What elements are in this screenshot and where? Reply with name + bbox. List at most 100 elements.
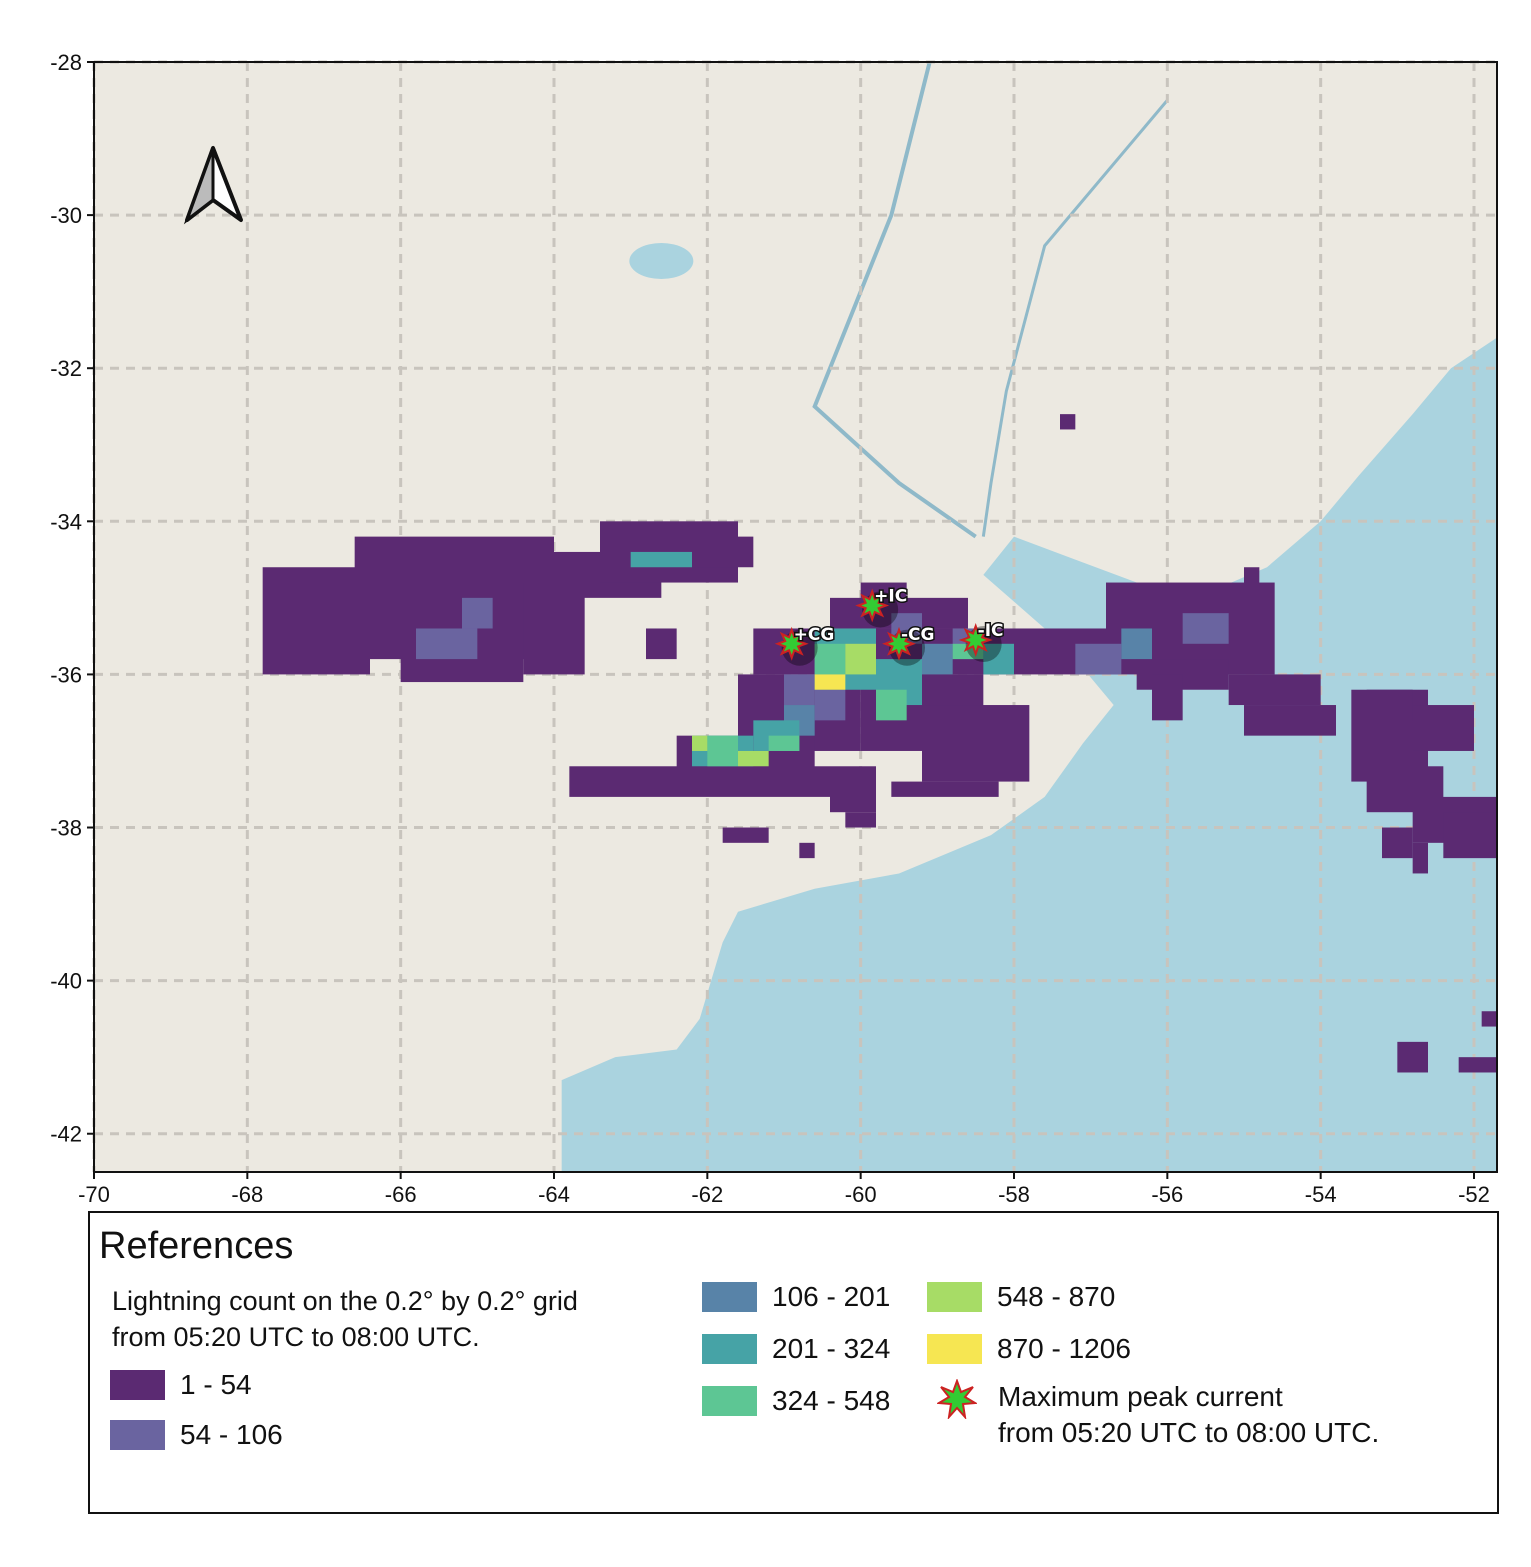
lightning-cell [1228, 674, 1321, 706]
legend-swatch [702, 1282, 757, 1312]
legend-item-870-1206: 870 - 1206 [927, 1333, 1131, 1365]
legend-panel: References Lightning count on the 0.2° b… [88, 1211, 1499, 1514]
lightning-cell [1443, 812, 1497, 859]
x-tick-label: -70 [78, 1182, 110, 1205]
legend-label: 54 - 106 [180, 1419, 283, 1450]
lightning-cell [1244, 705, 1336, 736]
lightning-cell [814, 674, 846, 690]
peak-current-star [774, 626, 809, 661]
y-tick-label: -38 [50, 816, 82, 841]
x-tick-label: -64 [538, 1182, 570, 1205]
map-frame [93, 61, 1498, 1173]
y-tick-label: -42 [50, 1122, 82, 1147]
lightning-cell [1382, 827, 1413, 859]
marker-label: -CG [901, 625, 935, 645]
legend-item-106-201: 106 - 201 [702, 1281, 890, 1313]
legend-label: 201 - 324 [772, 1333, 891, 1364]
lightning-cell [569, 766, 830, 797]
y-tick-label: -28 [50, 50, 82, 75]
peak-current-legend-text: Maximum peak current from 05:20 UTC to 0… [998, 1379, 1478, 1451]
marker-label: +CG [794, 625, 835, 645]
peak-current-star [882, 626, 916, 661]
lightning-cell [1366, 689, 1413, 721]
marker-label: +IC [874, 587, 907, 607]
lightning-cell [814, 643, 846, 675]
y-tick-label: -34 [50, 509, 82, 534]
legend-swatch [702, 1386, 757, 1416]
lightning-cell [692, 536, 754, 568]
lightning-cell [646, 628, 677, 660]
marker-label: -IC [978, 621, 1004, 641]
lightning-cell [630, 551, 692, 568]
lightning-cell [768, 735, 800, 751]
legend-swatch [110, 1370, 165, 1400]
legend-item-1-54: 1 - 54 [110, 1369, 252, 1401]
lightning-cell [876, 689, 907, 721]
lightning-cell [1060, 414, 1076, 430]
x-tick-label: -52 [1458, 1182, 1490, 1205]
peak-current-markers: +CG +IC -CG -IC [774, 585, 1005, 666]
lightning-cell [1412, 842, 1428, 874]
lightning-cell [784, 674, 815, 706]
x-tick-label: -56 [1151, 1182, 1183, 1205]
sea-area [561, 337, 1497, 1173]
legend-swatch [927, 1334, 982, 1364]
peak-current-star [958, 622, 993, 658]
lightning-cells [262, 414, 1497, 1073]
legend-item-548-870: 548 - 870 [927, 1281, 1115, 1313]
lightning-cell [1121, 628, 1152, 660]
legend-label: 870 - 1206 [997, 1333, 1131, 1364]
legend-label: 324 - 548 [772, 1385, 891, 1416]
lightning-cell [707, 735, 738, 767]
legend-subtitle-line-1: Lightning count on the 0.2° by 0.2° grid [112, 1286, 578, 1316]
lightning-cell [738, 750, 769, 767]
lightning-cell [1412, 705, 1474, 751]
x-tick-label: -66 [385, 1182, 417, 1205]
lightning-cell [922, 643, 953, 675]
lightning-cell [1458, 1057, 1497, 1073]
legend-title: References [99, 1225, 294, 1267]
legend-label: 1 - 54 [180, 1369, 252, 1400]
uruguay-river [981, 99, 1169, 537]
legend-item-54-106: 54 - 106 [110, 1419, 283, 1451]
lagoon [629, 243, 694, 280]
legend-swatch [927, 1282, 982, 1312]
peak-current-star [855, 588, 890, 623]
legend-item-324-548: 324 - 548 [702, 1385, 890, 1417]
lightning-cell [1152, 674, 1183, 721]
y-tick-label: -40 [50, 969, 82, 994]
peak-current-star-icon [937, 1379, 977, 1419]
lightning-cell [278, 582, 324, 629]
legend-swatch [110, 1420, 165, 1450]
lightning-cell [799, 842, 815, 859]
x-tick-label: -62 [691, 1182, 723, 1205]
legend-swatch [702, 1334, 757, 1364]
lightning-cell [983, 643, 1014, 675]
lightning-cell [1182, 613, 1229, 644]
lightning-cell [830, 766, 876, 813]
lightning-cell [845, 643, 876, 675]
legend-item-201-324: 201 - 324 [702, 1333, 890, 1365]
lightning-cell [692, 735, 708, 751]
legend-subtitle-line-2: from 05:20 UTC to 08:00 UTC. [112, 1322, 480, 1352]
lightning-cell [462, 597, 493, 629]
x-tick-label: -54 [1305, 1182, 1337, 1205]
lightning-cell [722, 827, 769, 843]
lightning-cell [416, 628, 478, 660]
lightning-cell [1397, 1041, 1428, 1073]
y-tick-label: -30 [50, 203, 82, 228]
legend-subtitle: Lightning count on the 0.2° by 0.2° grid… [112, 1283, 712, 1355]
x-tick-label: -58 [998, 1182, 1030, 1205]
x-tick-label: -60 [845, 1182, 877, 1205]
lightning-cell [1481, 1011, 1497, 1027]
lightning-cell [845, 812, 876, 828]
lightning-map: +CG +IC -CG -IC -70 -68 -66 -64 -62 -60 -58 -56 -54… [50, 50, 1498, 1205]
lightning-cell [814, 689, 846, 721]
lightning-cell [1244, 567, 1260, 598]
x-tick-label: -68 [231, 1182, 263, 1205]
lightning-cell [1075, 643, 1122, 675]
peak-current-line-1: Maximum peak current [998, 1381, 1283, 1412]
legend-label: 106 - 201 [772, 1281, 891, 1312]
lightning-cell [922, 705, 1030, 782]
y-tick-label: -36 [50, 662, 82, 687]
